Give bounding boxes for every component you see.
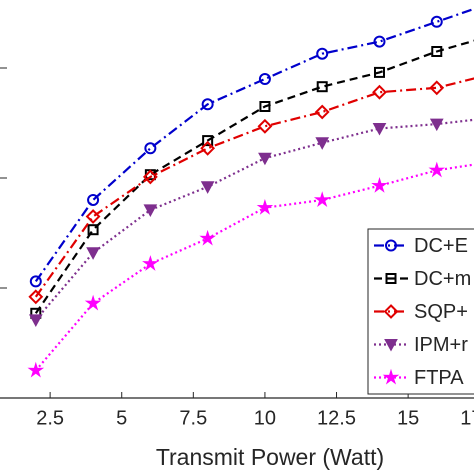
marker <box>314 104 330 120</box>
marker <box>144 142 157 155</box>
marker <box>256 199 274 215</box>
marker <box>316 47 329 60</box>
series-line <box>34 77 474 298</box>
marker <box>315 137 330 150</box>
marker <box>84 294 102 311</box>
marker <box>28 289 44 305</box>
marker <box>429 80 445 96</box>
marker <box>142 169 158 185</box>
marker <box>87 194 100 206</box>
marker <box>431 46 443 57</box>
legend-marker <box>383 304 399 319</box>
marker <box>313 191 331 208</box>
marker <box>27 361 45 378</box>
legend-label: IPM+r <box>414 334 468 356</box>
marker <box>87 224 99 236</box>
legend-marker <box>385 273 397 284</box>
marker <box>429 118 444 132</box>
marker <box>202 135 214 147</box>
series <box>28 118 474 327</box>
marker <box>372 84 387 100</box>
legend-entry: SQP+ <box>374 301 468 323</box>
marker <box>29 275 42 288</box>
legend-label: SQP+ <box>414 301 468 323</box>
marker <box>85 209 101 224</box>
marker <box>86 247 100 260</box>
x-tick-label: 2.5 <box>36 407 64 429</box>
legend-entry: DC+m <box>374 268 471 290</box>
legend-label: DC+m <box>414 268 471 290</box>
marker <box>258 152 272 166</box>
marker <box>371 176 388 193</box>
x-tick-label: 7.5 <box>179 407 207 429</box>
marker <box>143 204 158 217</box>
legend-marker <box>384 339 398 352</box>
marker <box>201 98 214 111</box>
legend-entry: IPM+r <box>374 334 468 356</box>
series <box>27 161 474 378</box>
x-tick-label: 12.5 <box>317 407 356 429</box>
marker <box>430 15 443 28</box>
marker <box>372 123 387 136</box>
legend-entry: DC+E <box>374 235 468 257</box>
x-tick-label: 5 <box>116 407 127 429</box>
marker <box>257 118 273 134</box>
marker <box>258 73 271 85</box>
series <box>28 77 474 305</box>
series-line <box>34 7 474 283</box>
marker <box>259 101 271 112</box>
x-tick-label: 10 <box>254 407 276 429</box>
marker <box>200 140 216 156</box>
marker <box>199 229 216 246</box>
x-tick-label: 17.5 <box>460 407 474 429</box>
marker <box>373 66 385 78</box>
marker <box>28 314 43 327</box>
marker <box>200 181 215 194</box>
legend-marker <box>382 368 400 385</box>
marker <box>316 81 328 93</box>
series-line <box>34 39 474 314</box>
marker <box>373 35 386 48</box>
series <box>29 7 474 288</box>
x-tick-label: 15 <box>397 407 419 429</box>
marker <box>428 161 446 178</box>
legend-label: FTPA <box>414 367 464 389</box>
legend-entry: FTPA <box>374 367 464 389</box>
marker <box>142 255 159 271</box>
legend-marker <box>385 239 397 252</box>
legend-label: DC+E <box>414 235 468 257</box>
series <box>30 39 474 319</box>
x-axis-label: Transmit Power (Watt) <box>156 444 384 470</box>
